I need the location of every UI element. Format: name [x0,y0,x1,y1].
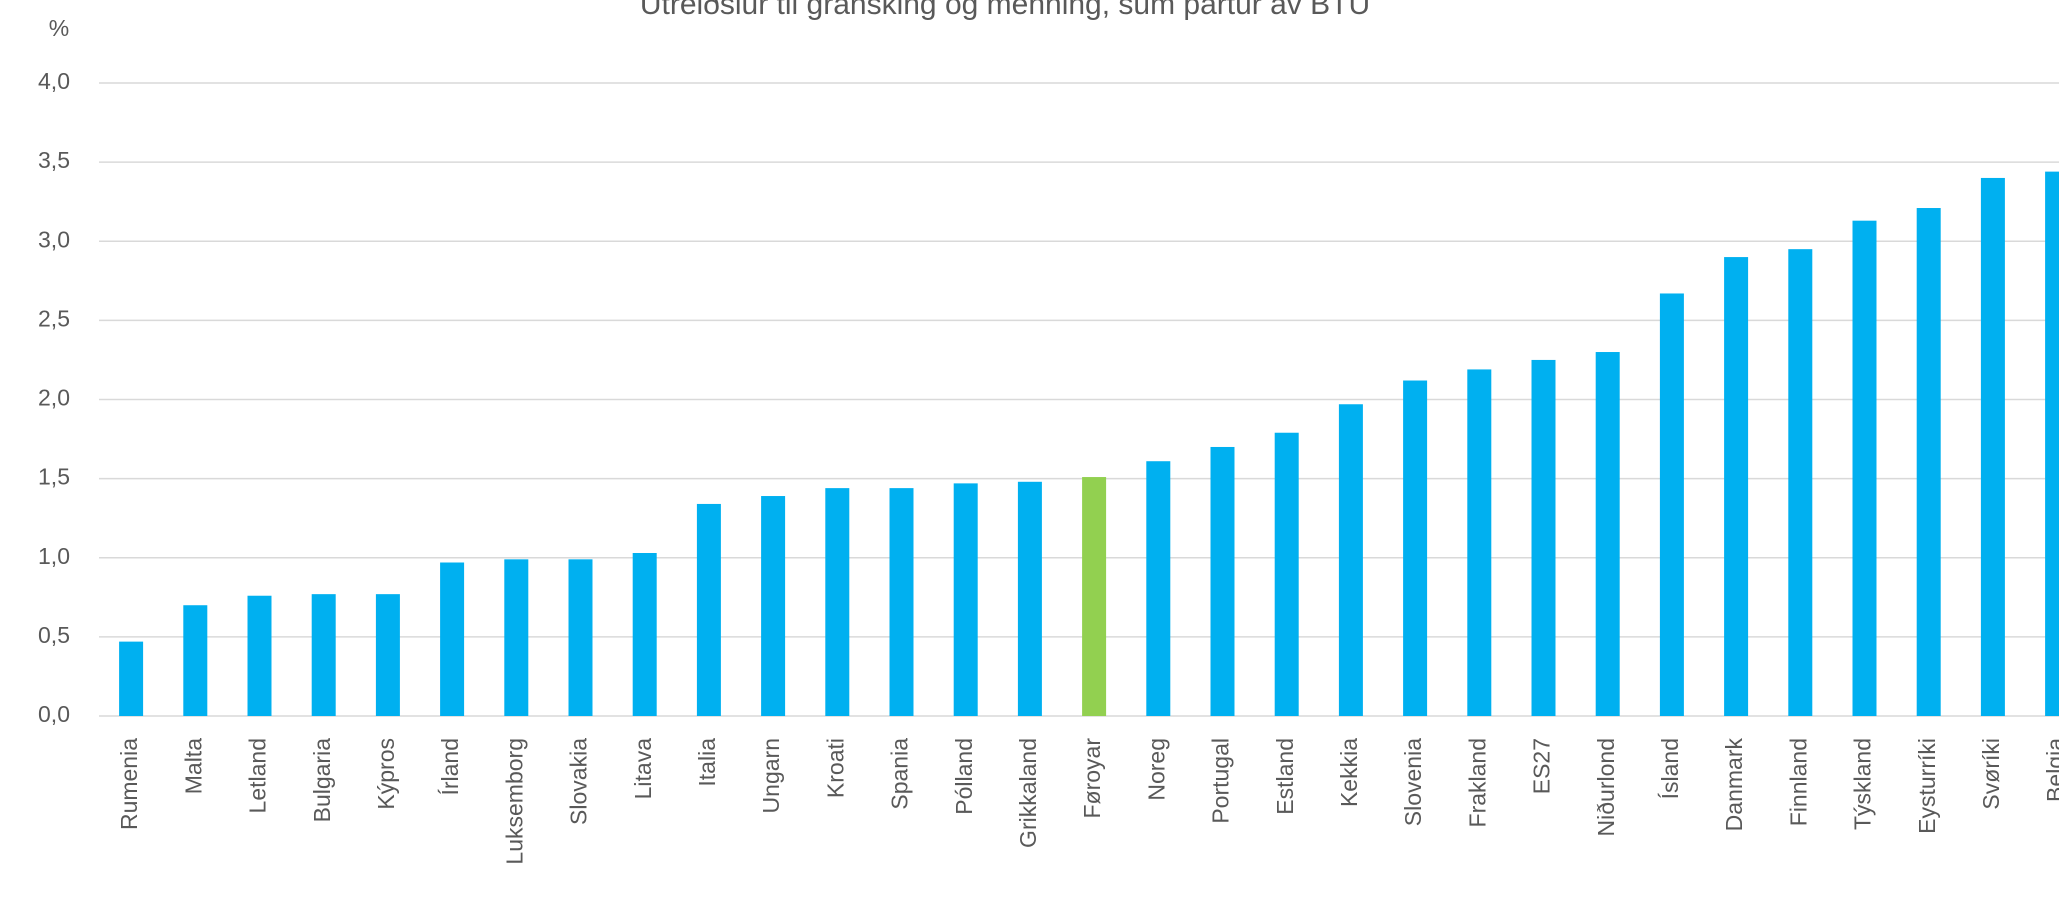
x-tick-label: Bulgaria [309,738,335,823]
bar [825,488,850,716]
x-tick-label: Grikkaland [1015,738,1041,848]
chart-title: Útreiðslur til gransking og menning, sum… [640,0,1370,21]
x-tick-label: Malta [180,738,206,794]
bar [440,562,465,716]
bar [1082,477,1107,716]
bar [1788,249,1813,716]
y-axis-label: % [49,15,69,41]
bar [1403,380,1428,716]
bar [696,503,721,716]
bar [311,594,336,716]
bar [247,595,272,716]
bar [1852,220,1877,717]
x-tick-label: Niðurlond [1593,738,1619,836]
y-tick-label: 0,5 [38,622,70,648]
x-tick-label: Kroati [822,738,848,798]
y-tick-label: 2,5 [38,305,70,331]
bar [1210,446,1235,716]
x-tick-label: Finnland [1785,738,1811,826]
x-tick-label: Spania [887,738,913,810]
bar [761,496,786,716]
x-tick-label: ES27 [1529,738,1555,794]
bar [1724,257,1749,716]
x-tick-label: Luksemborg [501,738,527,865]
bar [375,594,400,716]
bar [568,559,593,716]
x-tick-label: Ísland [1657,738,1683,799]
x-tick-label: Italia [694,738,720,787]
bar [1531,359,1556,716]
x-tick-label: Danmark [1721,738,1747,832]
bar [1017,481,1042,716]
x-tick-label: Kýpros [373,738,399,810]
x-tick-label: Rumenia [116,738,142,830]
bar [2045,171,2059,716]
bar [1916,208,1941,716]
x-tick-label: Frakland [1464,738,1490,827]
x-tick-label: Slovenia [1400,738,1426,826]
y-tick-label: 0,0 [38,701,70,727]
bar [1467,369,1492,716]
x-tick-label: Føroyar [1079,738,1105,819]
bar [1659,293,1684,716]
bar [183,605,208,716]
x-tick-label: Estland [1272,738,1298,815]
x-tick-label: Kekkia [1336,738,1362,807]
x-tick-label: Eysturríki [1914,738,1940,834]
x-tick-label: Letland [245,738,271,813]
bar [1274,432,1299,716]
x-tick-label: Slovakia [566,738,592,825]
bar [889,488,914,716]
bar [953,483,978,716]
x-tick-label: Litava [630,738,656,800]
x-tick-label: Portugal [1208,738,1234,824]
bar [119,641,144,716]
x-tick-label: Ungarn [758,738,784,813]
x-tick-label: Svøríki [1978,738,2004,810]
bar [1146,461,1171,716]
x-tick-label: Pólland [951,738,977,815]
x-tick-label: Noreg [1143,738,1169,801]
y-tick-label: 4,0 [38,68,70,94]
bar [1338,404,1363,716]
y-tick-label: 1,0 [38,543,70,569]
x-tick-label: Írland [437,738,463,796]
y-tick-label: 2,0 [38,385,70,411]
bar [1980,177,2005,716]
bar [1595,352,1620,716]
y-tick-label: 1,5 [38,464,70,490]
y-tick-label: 3,0 [38,226,70,252]
bar [632,553,657,716]
x-tick-label: Belgia [2042,738,2059,802]
bar [504,559,529,716]
x-tick-label: Týskland [1850,738,1876,830]
y-tick-label: 3,5 [38,147,70,173]
